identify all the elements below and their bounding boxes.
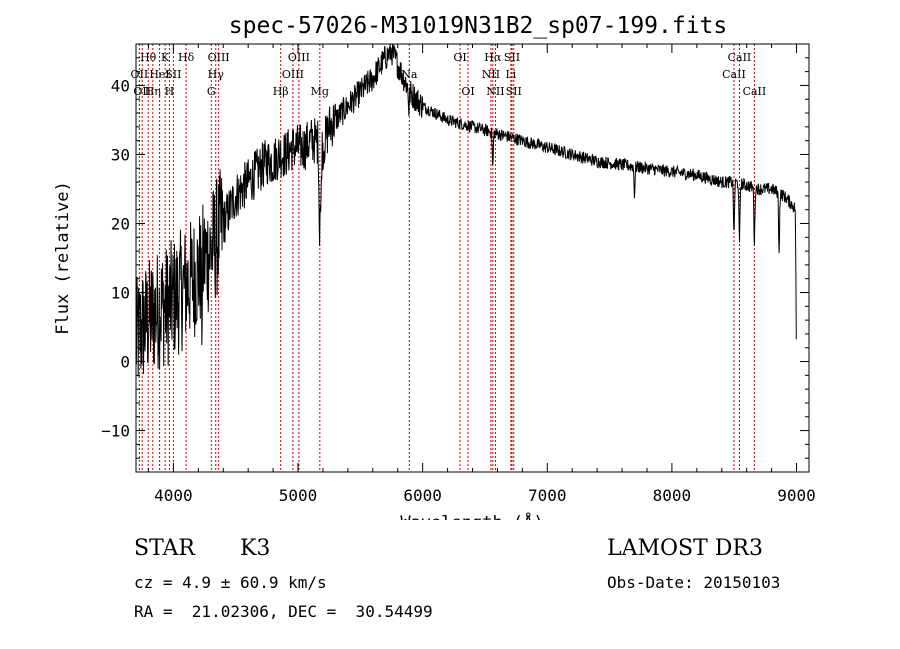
object-type: STAR — [134, 536, 195, 561]
x-tick-label: 6000 — [403, 486, 442, 505]
marker-label: K — [161, 51, 170, 64]
marker-label: Li — [505, 68, 516, 81]
marker-label: CaII — [728, 51, 752, 64]
y-tick-label: 10 — [111, 284, 130, 303]
marker-label: Hβ — [273, 85, 289, 98]
marker-label: NII — [486, 85, 504, 98]
obs-date: Obs-Date: 20150103 — [607, 573, 781, 592]
marker-label: Mg — [311, 85, 329, 98]
marker-label: OIII — [288, 51, 310, 64]
y-tick-label: 30 — [111, 145, 130, 164]
coordinates: RA = 21.02306, DEC = 30.54499 — [134, 602, 433, 621]
x-tick-label: 5000 — [279, 486, 318, 505]
y-tick-label: −10 — [101, 422, 130, 441]
marker-label: Hδ — [178, 51, 195, 64]
spectrum-line-group — [135, 43, 797, 377]
x-tick-label: 8000 — [653, 486, 692, 505]
marker-label: Hγ — [208, 68, 225, 81]
chart-title: spec-57026-M31019N31B2_sp07-199.fits — [229, 13, 728, 39]
marker-label: SII — [504, 51, 520, 64]
marker-label: Hθ — [140, 51, 157, 64]
marker-label: OIII — [282, 68, 304, 81]
axes: 4000 5000 6000 7000 8000 9000 −10 0 10 20 30 40 — [101, 43, 816, 505]
x-tick-label: 4000 — [154, 486, 193, 505]
marker-label: OII — [131, 68, 149, 81]
marker-label: H — [165, 85, 175, 98]
marker-label: Hα — [484, 51, 502, 64]
x-tick-label: 7000 — [528, 486, 567, 505]
marker-label: OI — [453, 51, 466, 64]
plot-frame — [135, 43, 810, 473]
marker-label: SII — [165, 68, 181, 81]
marker-label: CaII — [722, 68, 746, 81]
object-subclass: K3 — [240, 536, 271, 561]
y-tick-label: 0 — [120, 353, 130, 372]
marker-label: OII — [133, 85, 151, 98]
x-tick-label: 9000 — [777, 486, 816, 505]
survey-name: LAMOST DR3 — [607, 536, 763, 561]
x-axis-label: Wavelength (Å) — [400, 511, 543, 520]
marker-label: Hη — [145, 85, 161, 98]
y-tick-label: 20 — [111, 214, 130, 233]
y-tick-label: 40 — [111, 76, 130, 95]
spectrum-chart: spec-57026-M31019N31B2_sp07-199.fits OII… — [53, 13, 816, 520]
redshift-readout: cz = 4.9 ± 60.9 km/s — [134, 573, 327, 592]
spectrum-line — [135, 43, 797, 377]
marker-label: OI — [461, 85, 474, 98]
marker-label: OIII — [208, 51, 230, 64]
marker-label: G — [207, 85, 216, 98]
y-axis-label: Flux (relative) — [53, 181, 73, 335]
marker-label: NII — [482, 68, 500, 81]
marker-label: SII — [506, 85, 522, 98]
line-markers: OIIOIIHθHηHeIKHSIIHδGHγOIIIHβOIIIOIIIMgN… — [131, 44, 767, 472]
marker-label: CaII — [743, 85, 767, 98]
